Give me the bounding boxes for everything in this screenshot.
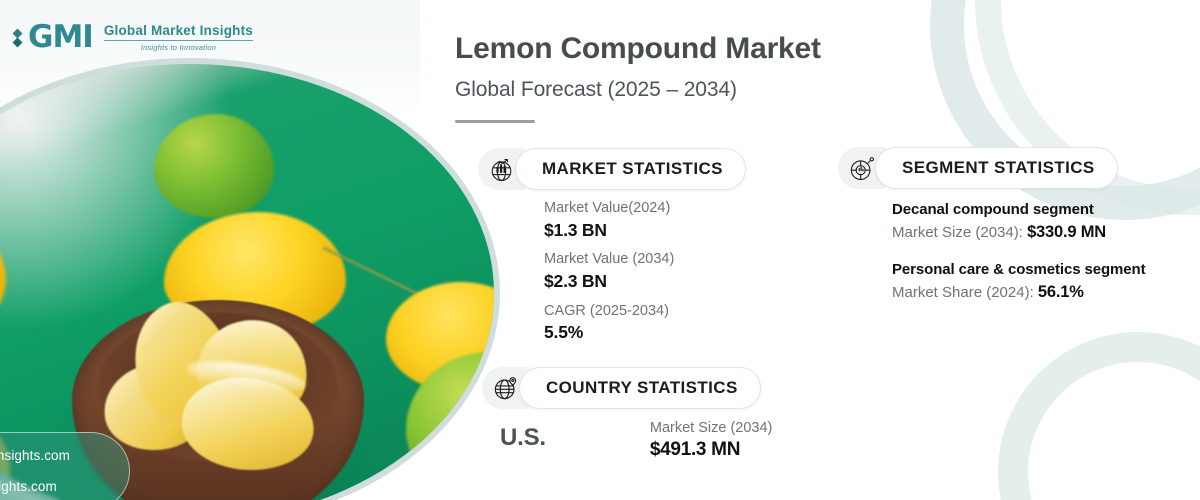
country-metric-value: $491.3 MN — [649, 439, 741, 460]
lemon-photo — [0, 64, 494, 500]
market-statistics-list: Market Value(2024) $1.3 BN Market Value … — [544, 199, 674, 353]
segment-metric-value: 56.1% — [1037, 283, 1084, 302]
segment-title: Personal care & cosmetics segment — [892, 261, 1146, 279]
stat-value: 5.5% — [544, 322, 584, 343]
segment-metric: Market Size (2034): $330.9 MN — [892, 222, 1160, 243]
segment-metric-value: $330.9 MN — [1027, 222, 1106, 241]
page-title: Lemon Compound Market — [455, 32, 821, 65]
segment-metric: Market Share (2024): 56.1% — [892, 282, 1160, 303]
market-statistics-label: MARKET STATISTICS — [515, 148, 746, 190]
gmi-diamond-icon — [12, 28, 23, 47]
segment-metric-label: Market Share (2024): — [892, 284, 1038, 302]
hero-image-clip — [0, 64, 494, 500]
country-name: U.S. — [500, 424, 546, 451]
country-statistics-header: COUNTRY STATISTICS — [482, 367, 761, 409]
hero-image: sales@gminsights.com www.gminsights.com — [0, 58, 500, 500]
lemon-icon — [0, 214, 6, 340]
contact-panel: sales@gminsights.com www.gminsights.com — [0, 432, 130, 500]
logo-tagline: Insights to Innovation — [140, 43, 217, 52]
market-statistics-header: MARKET STATISTICS — [478, 148, 746, 190]
contact-website-row[interactable]: www.gminsights.com — [0, 474, 129, 499]
list-item: Market Value(2024) $1.3 BN — [544, 199, 674, 241]
brand-logo[interactable]: GMI Global Market Insights Insights to I… — [12, 19, 254, 55]
list-item: CAGR (2025-2034) 5.5% — [544, 302, 674, 344]
stat-label: CAGR (2025-2034) — [544, 302, 669, 319]
contact-email-row[interactable]: sales@gminsights.com — [0, 443, 129, 468]
segment-statistics-header: SEGMENT STATISTICS — [838, 147, 1118, 189]
segment-statistics-label: SEGMENT STATISTICS — [875, 147, 1118, 189]
title-divider — [455, 120, 535, 123]
country-statistics-label: COUNTRY STATISTICS — [519, 367, 761, 409]
list-item: Decanal compound segment Market Size (20… — [892, 200, 1160, 243]
logo-company-name: Global Market Insights — [103, 23, 254, 38]
stat-value: $2.3 BN — [544, 270, 607, 291]
contact-website: www.gminsights.com — [0, 479, 57, 494]
stat-label: Market Value (2034) — [544, 251, 675, 268]
list-item: Personal care & cosmetics segment Market… — [892, 260, 1160, 303]
page-subtitle: Global Forecast (2025 – 2034) — [455, 78, 737, 101]
segment-statistics-list: Decanal compound segment Market Size (20… — [892, 200, 1160, 321]
country-metric: Market Size (2034) $491.3 MN — [650, 420, 773, 461]
decorative-ring-bottom-right — [998, 332, 1200, 500]
list-item: Market Value (2034) $2.3 BN — [544, 250, 674, 292]
segment-metric-label: Market Size (2034): — [892, 223, 1028, 241]
headline-block: Lemon Compound Market Global Forecast (2… — [455, 32, 821, 123]
contact-email: sales@gminsights.com — [0, 448, 71, 463]
lime-icon — [154, 114, 274, 218]
logo-mark: GMI — [28, 19, 94, 55]
country-metric-label: Market Size (2034) — [649, 420, 773, 436]
segment-title: Decanal compound segment — [892, 201, 1094, 218]
stat-label: Market Value(2024) — [544, 200, 671, 216]
country-statistics-body: U.S. Market Size (2034) $491.3 MN — [500, 420, 772, 461]
logo-divider — [103, 40, 254, 41]
stat-value: $1.3 BN — [544, 219, 607, 240]
